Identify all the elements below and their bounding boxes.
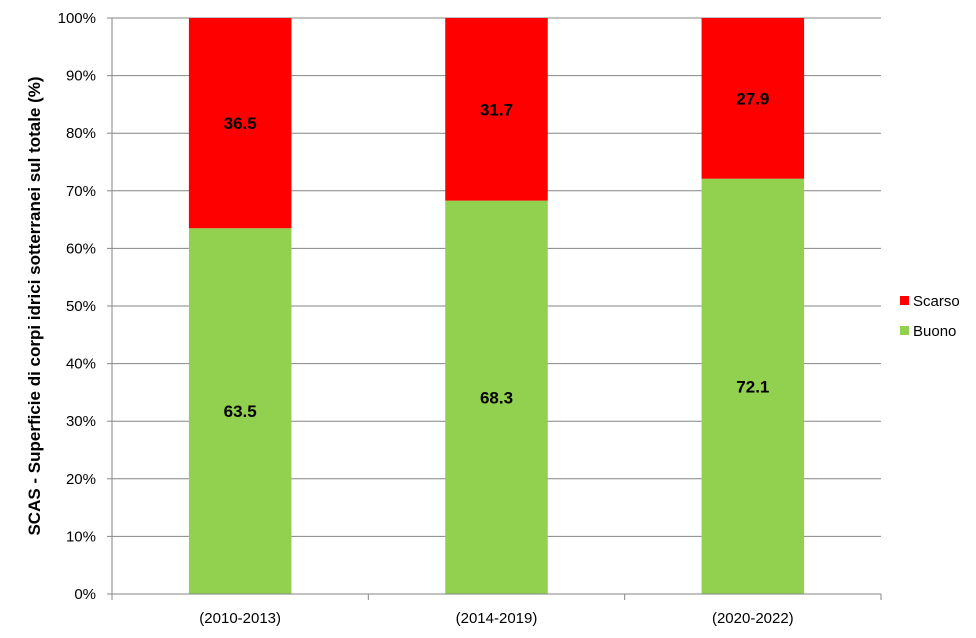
bar-scarso-1 — [445, 18, 548, 201]
legend-swatch-scarso — [900, 296, 909, 305]
legend-label-buono: Buono — [913, 323, 956, 340]
data-label-buono: 72.1 — [736, 377, 769, 396]
data-label-scarso: 36.5 — [224, 114, 257, 133]
bar-buono-0 — [188, 228, 292, 595]
y-tick-label: 0% — [74, 586, 96, 603]
y-axis-title: SCAS - Superficie di corpi idrici sotter… — [25, 76, 44, 535]
y-tick-label: 100% — [58, 10, 96, 27]
data-labels: 63.5 36.5 68.3 31.7 72.1 27.9 — [224, 89, 770, 421]
bar-buono-1 — [445, 200, 548, 595]
bar-scarso-0 — [188, 18, 292, 229]
y-tick-label: 50% — [66, 298, 96, 315]
y-tick-label: 80% — [66, 125, 96, 142]
bars — [188, 18, 805, 595]
data-label-scarso: 31.7 — [480, 100, 513, 119]
y-tick-label: 40% — [66, 356, 96, 373]
y-tick-label: 70% — [66, 183, 96, 200]
bar-scarso-2 — [701, 18, 805, 179]
x-category-label: (2010-2013) — [199, 610, 281, 627]
x-category-label: (2014-2019) — [456, 610, 538, 627]
legend-label-scarso: Scarso — [913, 293, 960, 310]
legend-swatch-buono — [900, 326, 909, 335]
data-label-buono: 68.3 — [480, 388, 513, 407]
axes — [111, 18, 881, 595]
y-tick-label: 20% — [66, 471, 96, 488]
data-label-buono: 63.5 — [224, 402, 257, 421]
y-tick-label: 10% — [66, 528, 96, 545]
legend: Scarso Buono — [900, 293, 960, 340]
y-tick-labels: 0% 10% 20% 30% 40% 50% 60% 70% 80% 90% 100% — [58, 10, 96, 603]
bar-buono-2 — [701, 178, 805, 595]
y-tick-label: 90% — [66, 68, 96, 85]
x-category-label: (2020-2022) — [712, 610, 794, 627]
y-tick-label: 30% — [66, 413, 96, 430]
x-category-labels: (2010-2013) (2014-2019) (2020-2022) — [199, 610, 793, 627]
y-tick-label: 60% — [66, 240, 96, 257]
data-label-scarso: 27.9 — [736, 89, 769, 108]
